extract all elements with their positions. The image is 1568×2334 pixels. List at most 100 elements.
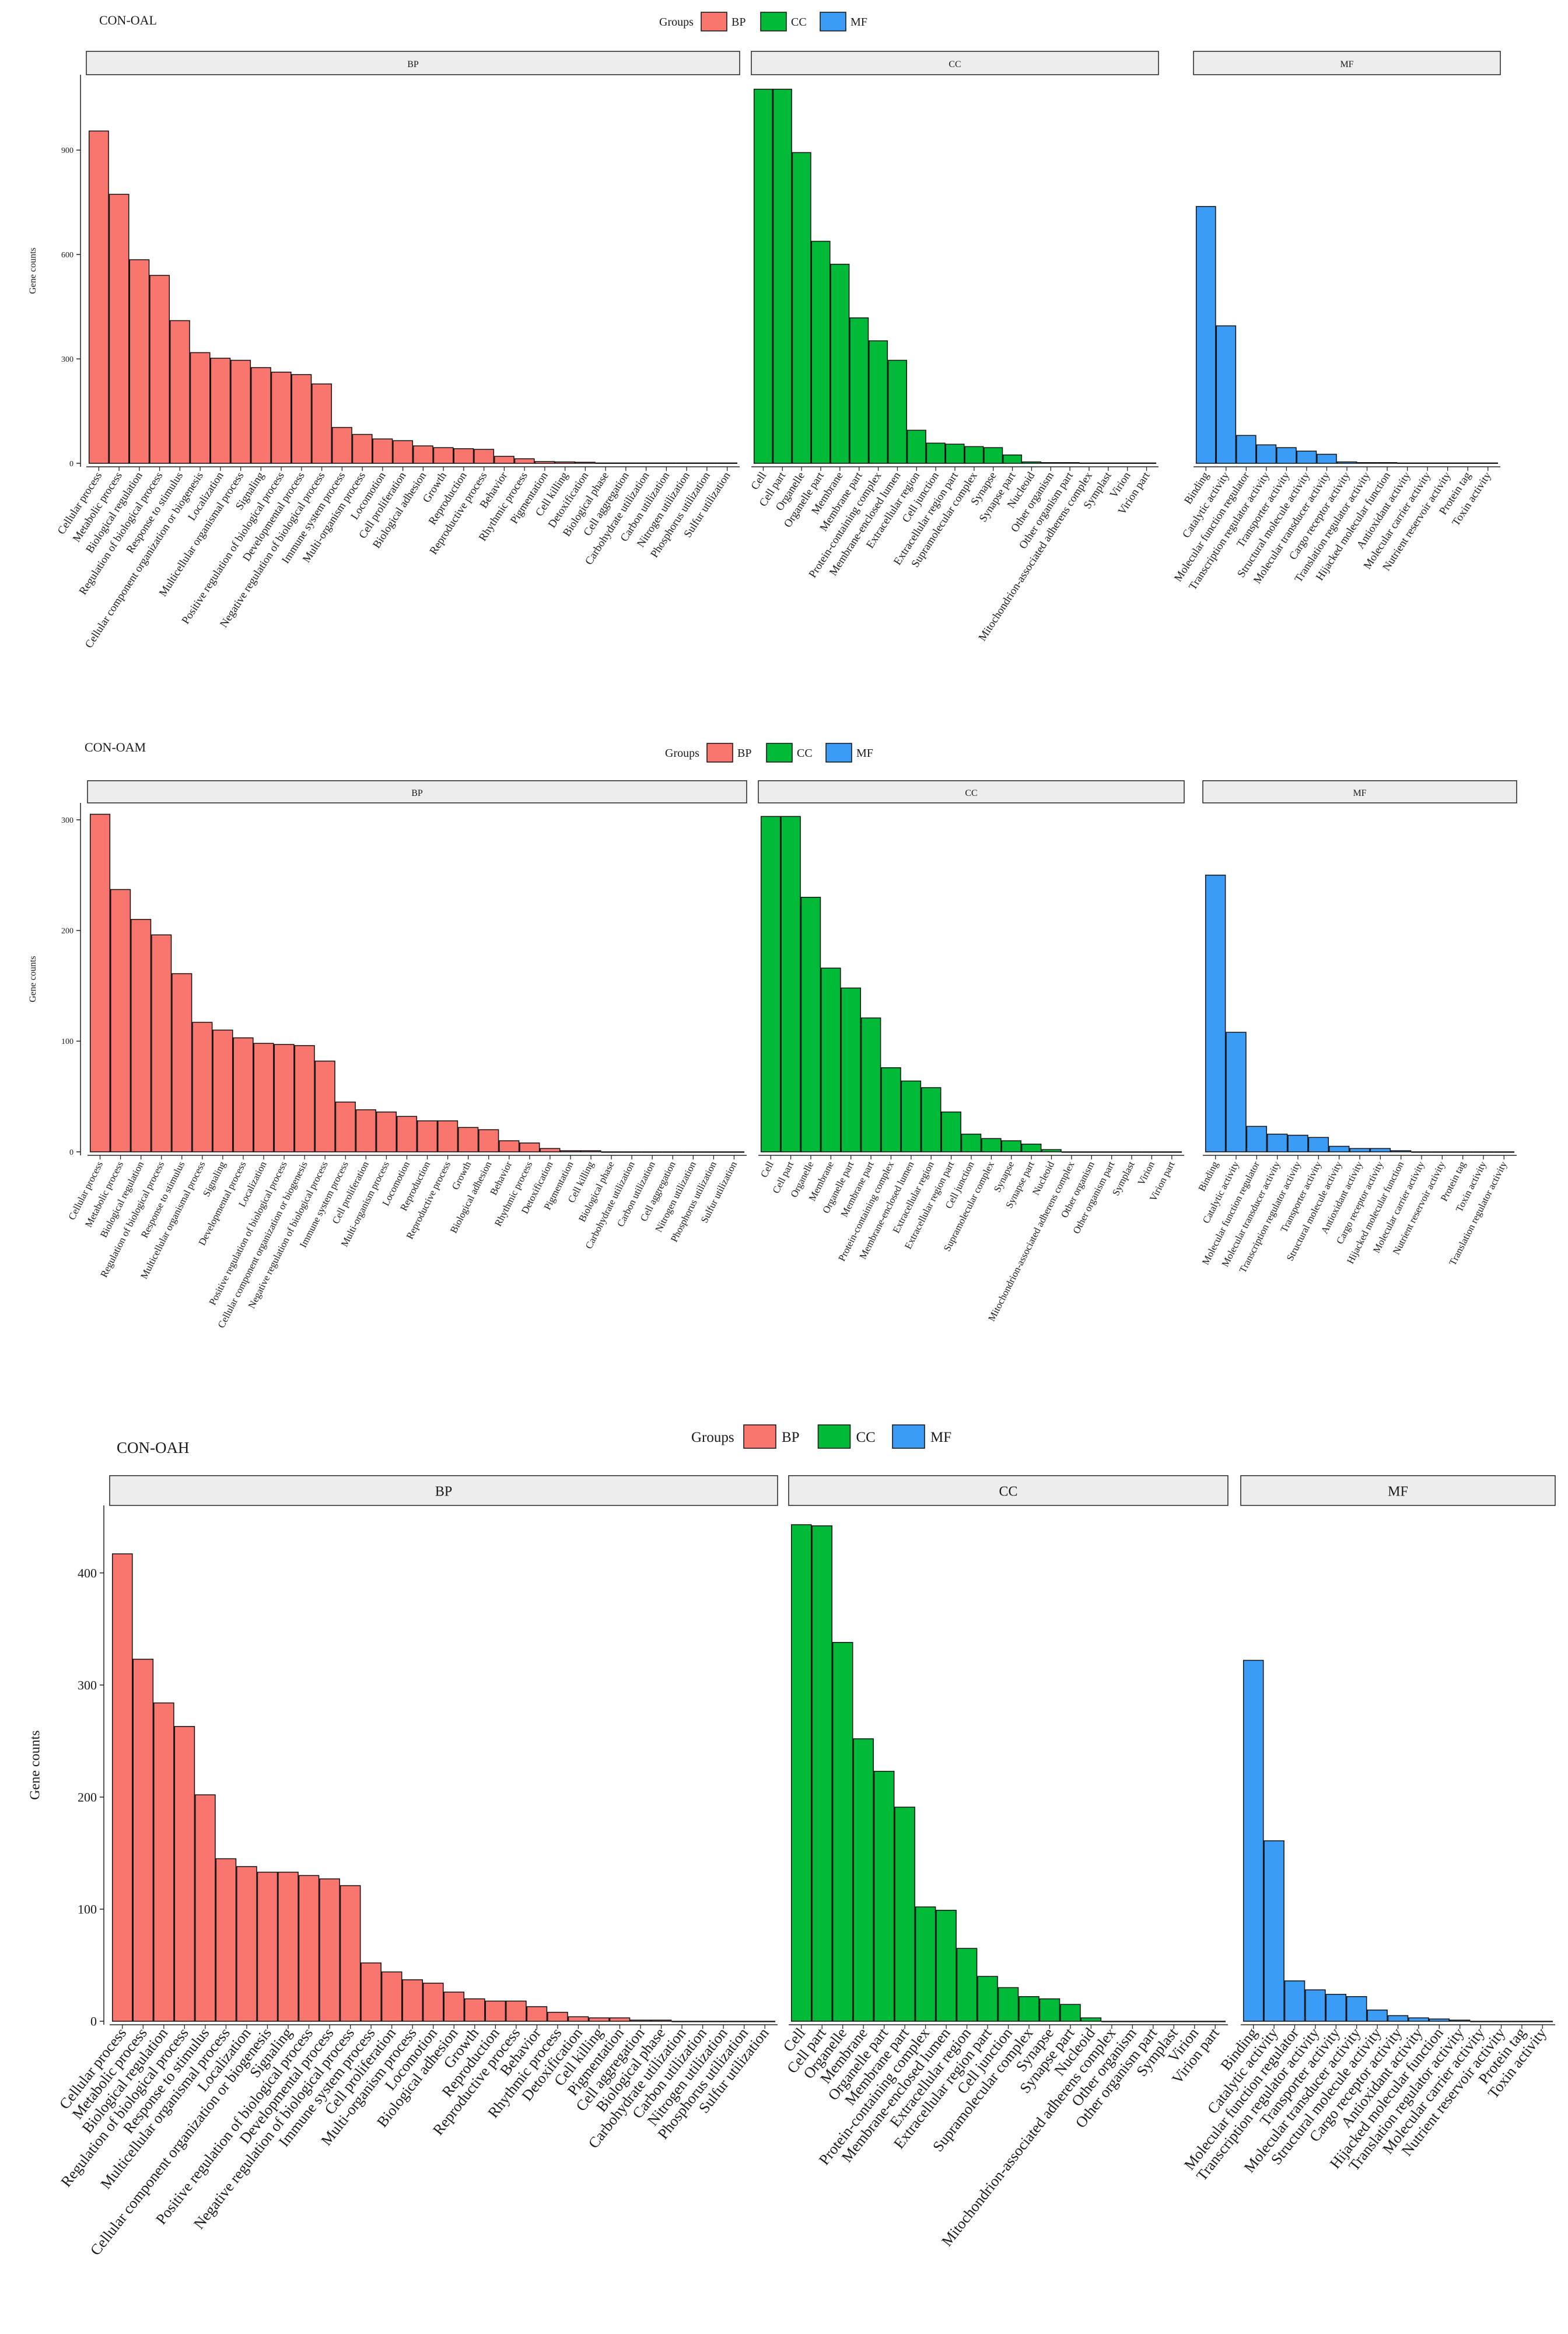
bar: [314, 1060, 335, 1152]
y-tick-label: 300: [61, 816, 74, 825]
facet-strip: [1202, 780, 1517, 803]
bar: [129, 259, 150, 464]
legend-swatch-cc: [817, 1424, 851, 1449]
bar: [393, 440, 414, 464]
y-tick-label: 900: [61, 146, 74, 155]
bar: [1296, 450, 1317, 464]
bar: [88, 130, 109, 464]
bar: [215, 1858, 237, 2022]
bar: [190, 352, 211, 464]
bar: [485, 2000, 506, 2022]
y-tick-label: 0: [69, 1148, 74, 1157]
bar: [233, 1037, 254, 1152]
bar: [873, 1770, 895, 2022]
bar: [1266, 1133, 1288, 1152]
bar: [555, 461, 576, 464]
bar: [1532, 2021, 1553, 2022]
bar: [1429, 2018, 1450, 2022]
bar: [298, 1875, 320, 2022]
bar: [1205, 875, 1226, 1152]
bar: [340, 1885, 361, 2022]
bar: [821, 967, 841, 1152]
legend-label-mf: MF: [930, 1430, 951, 1445]
bar: [961, 1133, 982, 1152]
bar: [1276, 447, 1297, 464]
bar: [580, 1150, 601, 1152]
legend-title: Groups: [691, 1430, 734, 1445]
bar: [945, 443, 965, 464]
bar: [319, 1878, 340, 2022]
facet-strip-label: CC: [965, 788, 977, 798]
bar: [981, 1138, 1002, 1152]
facet-strip: [751, 51, 1159, 75]
y-tick-label: 0: [90, 2014, 97, 2029]
bar: [1242, 1659, 1264, 2022]
bar: [1490, 2021, 1512, 2022]
bar: [1205, 2021, 1226, 2022]
bar: [568, 2016, 589, 2022]
bar: [1021, 461, 1041, 464]
facet-strip: [1240, 1475, 1556, 1506]
bar: [1328, 1145, 1350, 1152]
bar: [760, 816, 781, 1152]
bar: [151, 934, 172, 1152]
bar: [210, 358, 231, 464]
bar: [1287, 1134, 1308, 1152]
bar: [149, 275, 170, 464]
facet-strip-label: MF: [1388, 1484, 1408, 1500]
bar: [402, 1979, 424, 2022]
bar: [352, 434, 373, 464]
bar: [230, 359, 251, 464]
facet-strip: [87, 780, 747, 803]
legend-label-mf: MF: [850, 16, 867, 29]
y-axis-label: Gene counts: [28, 247, 38, 294]
bar: [1308, 1137, 1329, 1152]
bar: [589, 2017, 610, 2022]
bar: [1246, 1126, 1268, 1152]
bar: [464, 1998, 485, 2022]
bar: [526, 2006, 548, 2022]
legend-label-mf: MF: [856, 747, 873, 760]
y-tick-label: 400: [78, 1566, 97, 1580]
facet-strip-label: MF: [1353, 788, 1366, 798]
bar: [547, 2011, 568, 2022]
bar: [692, 2021, 713, 2022]
legend-title: Groups: [665, 747, 699, 760]
y-tick-label: 100: [78, 1902, 97, 1917]
bar: [294, 1045, 315, 1152]
bar: [412, 445, 433, 464]
bar: [534, 461, 555, 464]
bar: [792, 152, 811, 464]
bar: [780, 816, 801, 1152]
bar: [1041, 1149, 1062, 1152]
bar: [331, 427, 352, 464]
legend-swatch-bp: [701, 12, 727, 32]
bar: [1367, 2010, 1388, 2022]
bar: [901, 1080, 922, 1152]
y-tick-label: 300: [61, 355, 74, 364]
legend-label-bp: BP: [732, 16, 746, 29]
bar: [172, 973, 192, 1152]
bar: [376, 1111, 397, 1152]
bar: [433, 447, 454, 464]
bar: [772, 89, 792, 464]
bar: [811, 240, 831, 464]
bar: [174, 1726, 195, 2022]
x-tick-label: Cell: [758, 1159, 776, 1179]
bar: [422, 1982, 444, 2022]
bar: [274, 1044, 295, 1152]
bar: [372, 438, 393, 464]
bar: [458, 1127, 479, 1152]
bar: [453, 448, 474, 464]
bar: [915, 1906, 936, 2022]
bar: [1317, 453, 1337, 464]
chart-con-oah: CON-OAH Groups BP CC MF Gene counts 0 100 200 300…: [28, 1424, 1556, 2259]
bar: [1470, 2021, 1491, 2022]
bar: [212, 1029, 233, 1152]
bar: [1143, 2021, 1164, 2022]
